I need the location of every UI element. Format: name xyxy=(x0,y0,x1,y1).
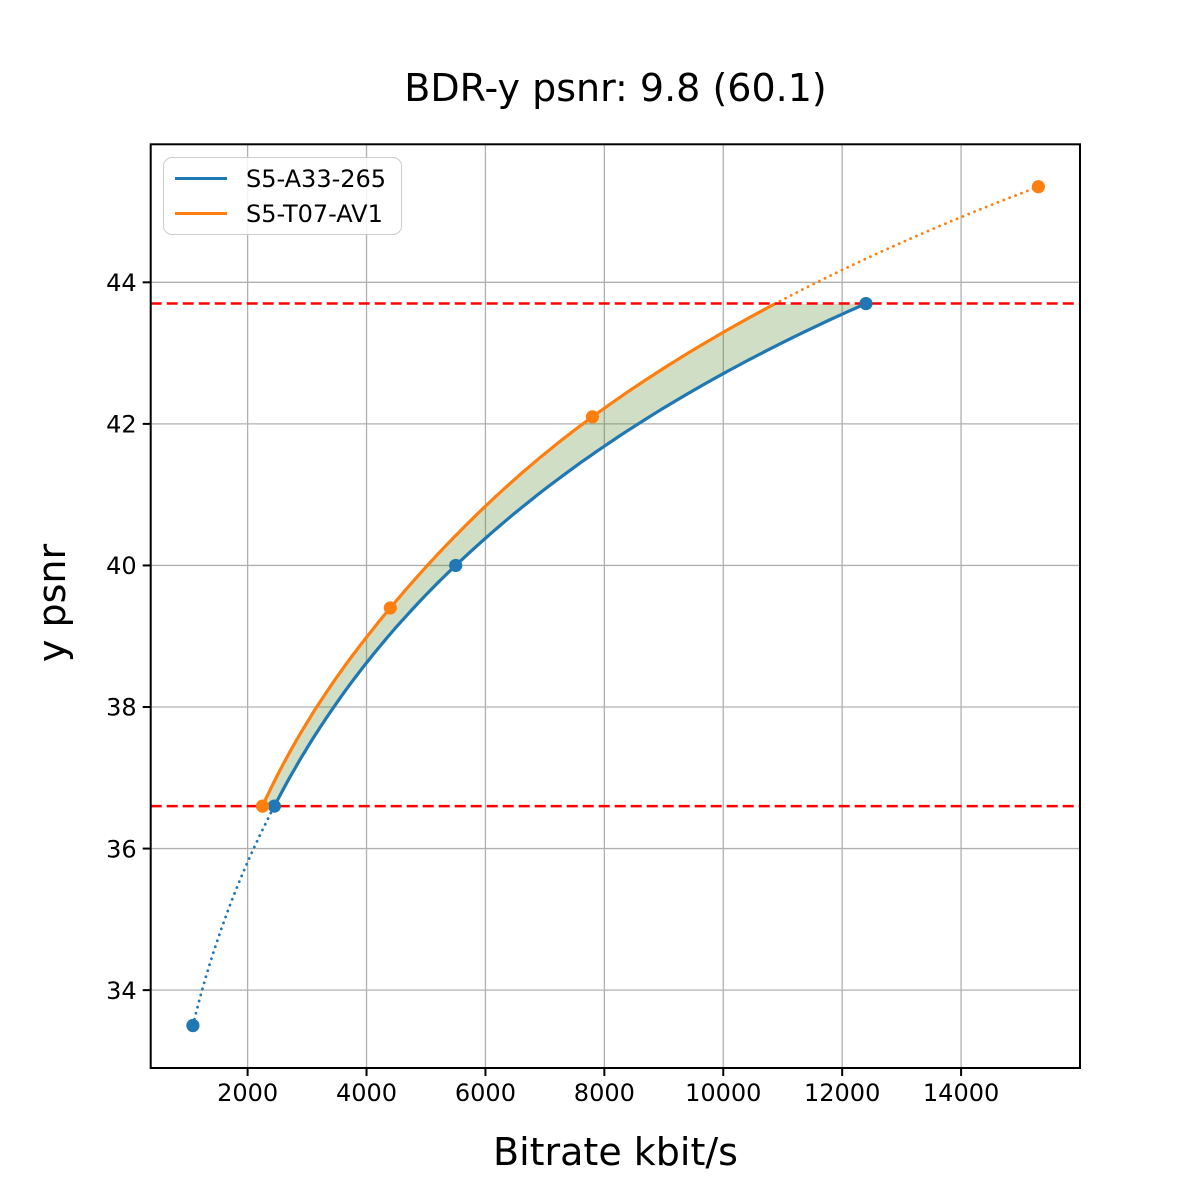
legend-label: S5-A33-265 xyxy=(246,164,387,193)
data-point-S5-T07-AV1 xyxy=(1031,180,1045,194)
legend-line-sample xyxy=(175,176,227,181)
y-tick-label: 42 xyxy=(106,411,137,439)
x-tick-label: 2000 xyxy=(217,1079,278,1107)
series-curve-dotted-S5-A33-265 xyxy=(191,804,276,1027)
series-curve-S5-T07-AV1 xyxy=(261,302,776,807)
data-point-S5-T07-AV1 xyxy=(255,799,270,813)
x-tick-label: 10000 xyxy=(685,1079,761,1107)
y-tick-label: 44 xyxy=(106,269,137,297)
legend: S5-A33-265 S5-T07-AV1 xyxy=(163,157,402,235)
y-tick-label: 34 xyxy=(106,977,137,1005)
series-curve-S5-A33-265 xyxy=(272,302,867,807)
data-point-S5-A33-265 xyxy=(186,1018,200,1033)
x-tick-label: 12000 xyxy=(804,1079,880,1107)
data-point-S5-T07-AV1 xyxy=(383,601,397,615)
data-point-S5-A33-265 xyxy=(267,799,281,813)
axes-spines xyxy=(149,143,1081,1070)
legend-item: S5-T07-AV1 xyxy=(164,202,401,226)
x-tick-label: 14000 xyxy=(923,1079,999,1107)
x-axis-label: Bitrate kbit/s xyxy=(493,1130,738,1174)
data-point-S5-T07-AV1 xyxy=(585,410,600,424)
data-point-S5-A33-265 xyxy=(859,296,873,311)
x-tick-label: 8000 xyxy=(574,1079,635,1107)
legend-label: S5-T07-AV1 xyxy=(246,199,383,228)
y-tick-label: 38 xyxy=(106,694,137,722)
data-point-S5-A33-265 xyxy=(449,558,463,573)
y-tick-label: 36 xyxy=(106,835,137,863)
chart-title: BDR-y psnr: 9.8 (60.1) xyxy=(404,66,827,110)
bd-shaded-area xyxy=(262,303,866,807)
legend-line-sample xyxy=(175,211,227,216)
x-tick-label: 6000 xyxy=(455,1079,516,1107)
series-curve-dotted-S5-T07-AV1 xyxy=(773,185,1040,306)
x-tick-label: 4000 xyxy=(336,1079,397,1107)
y-axis-label: y psnr xyxy=(30,543,74,663)
y-tick-label: 40 xyxy=(106,552,137,580)
legend-item: S5-A33-265 xyxy=(164,167,401,191)
